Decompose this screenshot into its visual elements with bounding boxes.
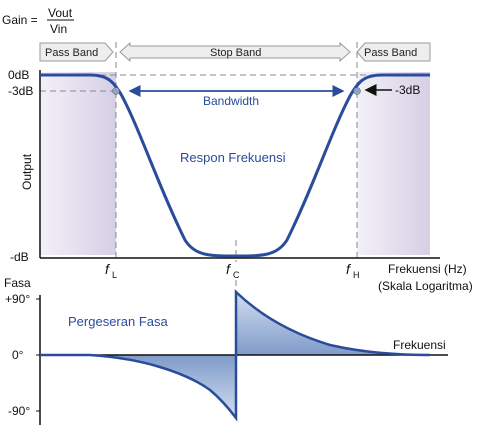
right-pass-shade <box>357 72 430 255</box>
band-indicators: Pass Band Stop Band Pass Band <box>39 41 431 63</box>
tick-minus3db: -3dB <box>8 84 33 98</box>
fc-marker: f C <box>226 261 240 280</box>
svg-text:C: C <box>233 270 240 280</box>
svg-text:f: f <box>226 261 232 277</box>
phase-negative-region <box>40 355 236 418</box>
fh-marker: f H <box>346 261 360 280</box>
svg-text:H: H <box>353 270 360 280</box>
tick-minus90: -90° <box>8 404 30 418</box>
phase-axes <box>39 295 448 425</box>
tick-plus90: +90° <box>5 292 30 306</box>
svg-text:L: L <box>112 270 117 280</box>
tick-0db: 0dB <box>8 68 29 82</box>
fh-point <box>353 87 361 95</box>
phase-frequency-label: Frekuensi <box>393 338 446 352</box>
right-pass-band: Pass Band <box>356 42 431 62</box>
left-pass-band: Pass Band <box>39 42 114 62</box>
svg-text:Pass Band: Pass Band <box>45 47 98 59</box>
gain-formula: Gain = Vout Vin <box>2 6 74 36</box>
svg-text:Stop Band: Stop Band <box>210 47 261 59</box>
gain-numerator: Vout <box>48 6 73 20</box>
tick-minus-db: -dB <box>10 250 29 264</box>
gain-prefix: Gain = <box>2 13 38 27</box>
response-title: Respon Frekuensi <box>180 150 286 165</box>
output-axis-label: Output <box>20 153 34 190</box>
reference-lines <box>40 42 430 300</box>
amplitude-axes <box>39 70 440 259</box>
svg-text:f: f <box>105 261 111 277</box>
phase-positive-region <box>236 292 430 355</box>
svg-text:Pass Band: Pass Band <box>364 47 417 59</box>
phase-shift-curve <box>40 289 431 422</box>
log-scale-label: (Skala Logaritma) <box>378 279 473 293</box>
frequency-axis-label: Frekuensi (Hz) <box>388 262 467 276</box>
left-pass-shade <box>40 72 116 255</box>
svg-text:f: f <box>346 261 352 277</box>
stop-band: Stop Band <box>119 41 351 63</box>
gain-denominator: Vin <box>50 22 67 36</box>
fl-marker: f L <box>105 261 117 280</box>
bandwidth-label: Bandwidth <box>203 94 259 108</box>
callout-label: -3dB <box>395 83 420 97</box>
frequency-response-curve <box>40 73 430 258</box>
phase-title: Pergeseran Fasa <box>68 314 168 329</box>
tick-zero-deg: 0° <box>12 348 24 362</box>
fl-point <box>112 87 120 95</box>
phase-axis-label: Fasa <box>4 276 31 290</box>
